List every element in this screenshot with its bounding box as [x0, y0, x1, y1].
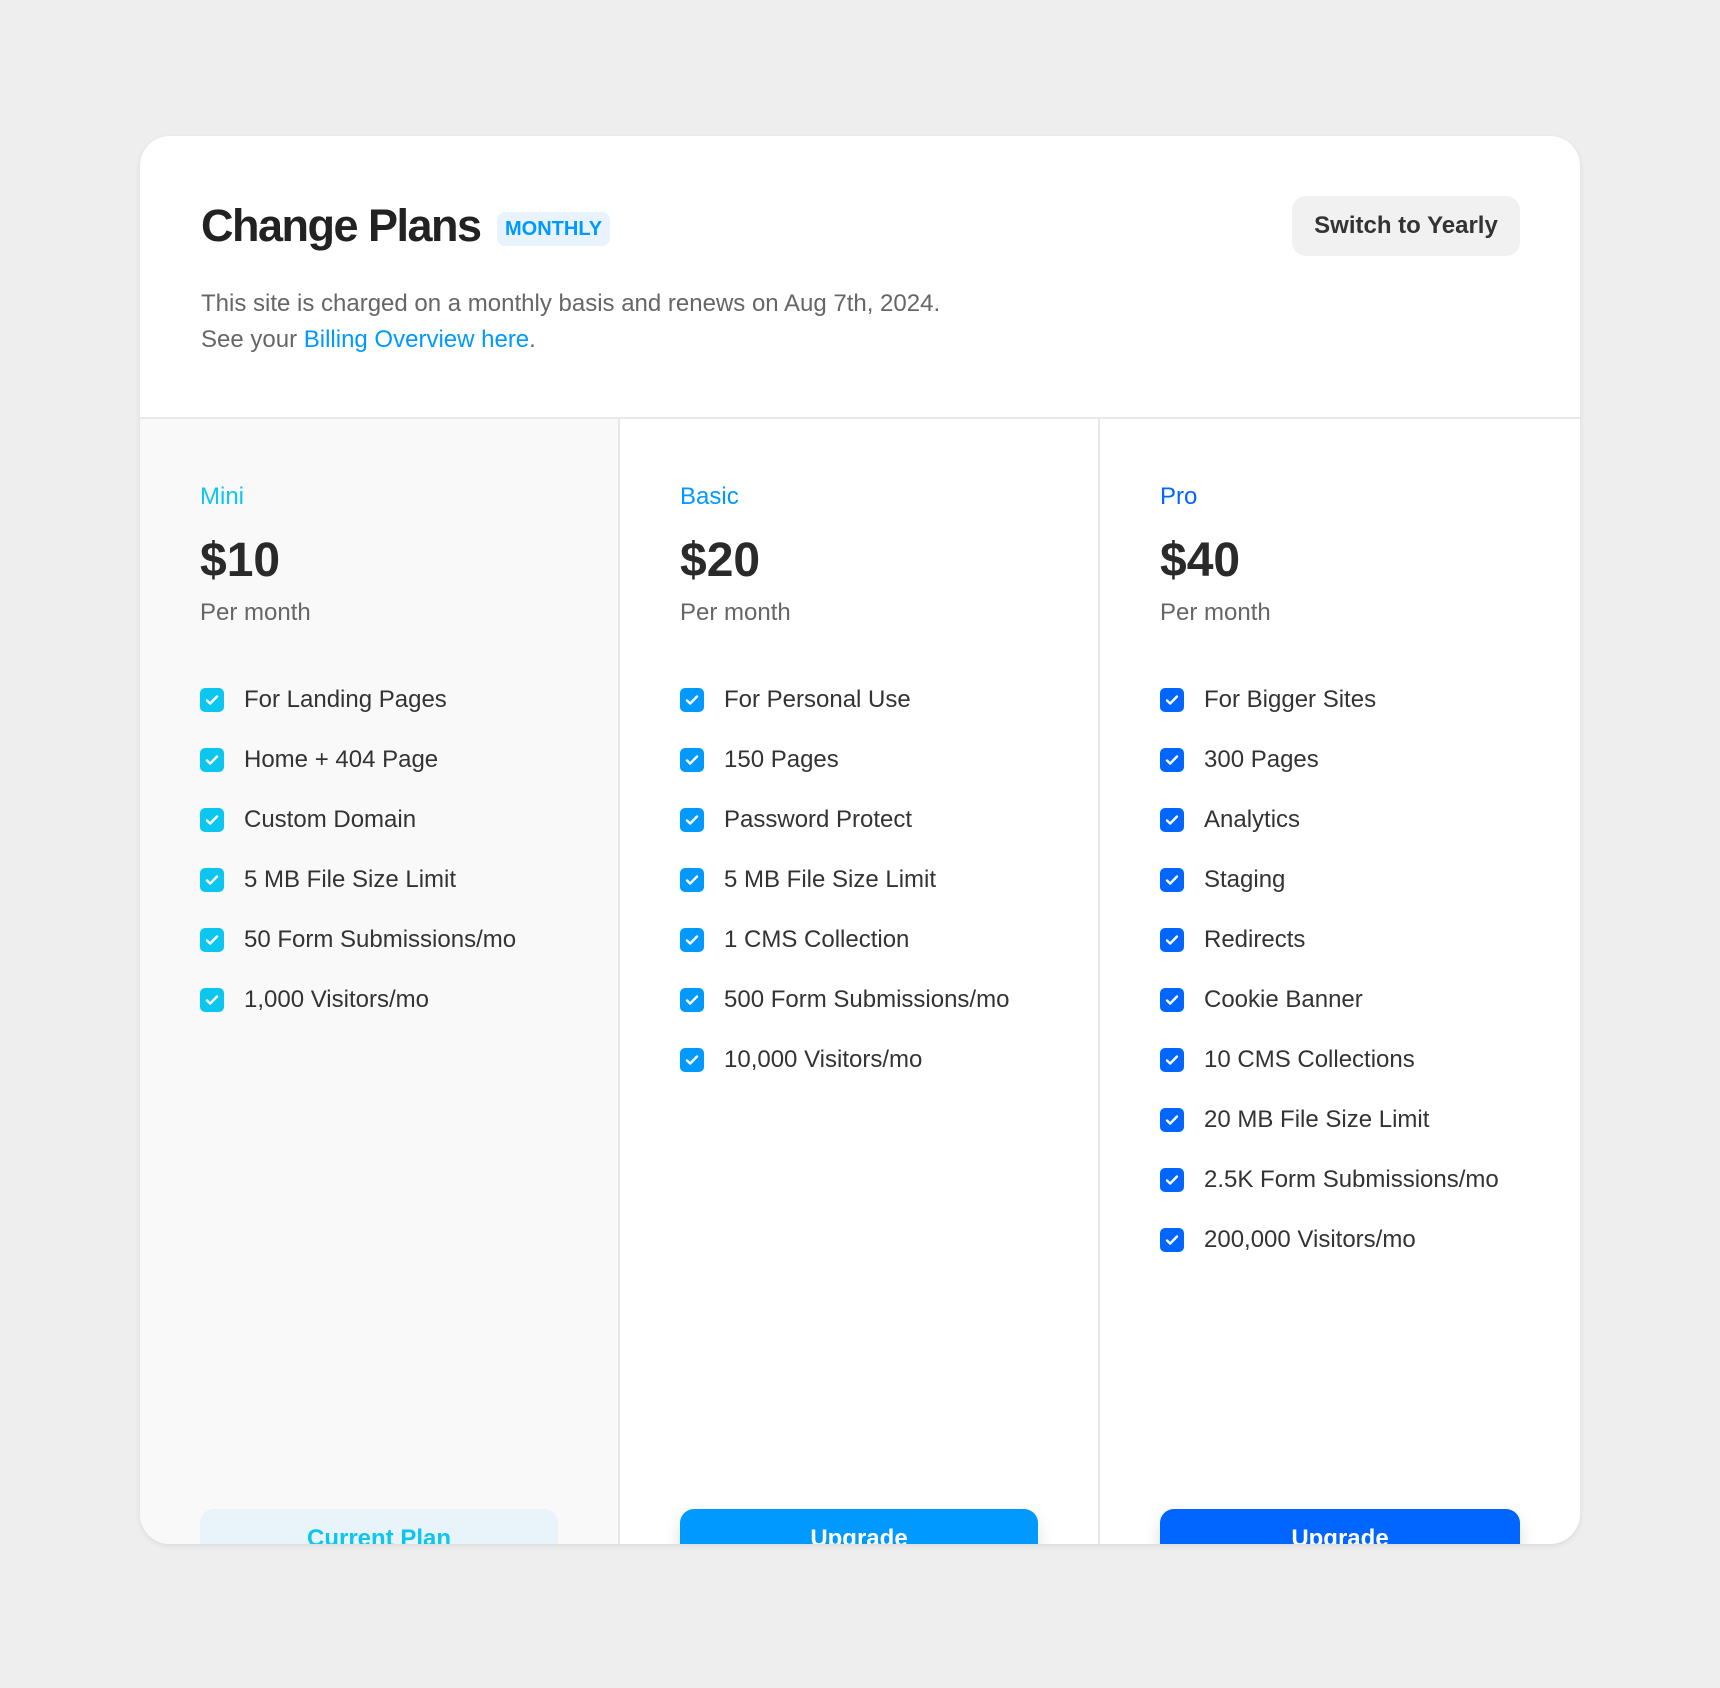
- feature-label: 1,000 Visitors/mo: [244, 986, 429, 1013]
- billing-period-badge: MONTHLY: [497, 212, 611, 246]
- feature-label: 150 Pages: [724, 746, 839, 773]
- page-title: Change Plans: [201, 200, 482, 251]
- feature-label: 50 Form Submissions/mo: [244, 926, 517, 953]
- feature-item: 10,000 Visitors/mo: [680, 1046, 1009, 1106]
- feature-label: 2.5K Form Submissions/mo: [1204, 1166, 1499, 1193]
- checkbox-checked-icon: [1160, 928, 1184, 952]
- feature-label: For Personal Use: [724, 686, 911, 713]
- feature-item: For Personal Use: [680, 686, 1009, 746]
- checkbox-checked-icon: [200, 928, 224, 952]
- plan-name: Basic: [680, 483, 739, 510]
- renewal-text: This site is charged on a monthly basis …: [201, 290, 941, 317]
- plan-column-mini: Mini $10 Per month For Landing Pages Home…: [140, 419, 620, 1544]
- checkbox-checked-icon: [200, 748, 224, 772]
- feature-label: For Bigger Sites: [1204, 686, 1377, 713]
- feature-label: Staging: [1204, 866, 1286, 893]
- checkbox-checked-icon: [1160, 1168, 1184, 1192]
- feature-label: 5 MB File Size Limit: [724, 866, 937, 893]
- checkbox-checked-icon: [680, 808, 704, 832]
- header: Change Plans MONTHLY Switch to Yearly Th…: [140, 136, 1580, 419]
- feature-item: Home + 404 Page: [200, 746, 516, 806]
- checkbox-checked-icon: [680, 988, 704, 1012]
- checkbox-checked-icon: [200, 868, 224, 892]
- plan-name: Pro: [1160, 483, 1198, 510]
- current-plan-button[interactable]: Current Plan: [200, 1509, 558, 1544]
- change-plans-card: Change Plans MONTHLY Switch to Yearly Th…: [140, 136, 1580, 1544]
- billing-overview-link[interactable]: Billing Overview here: [303, 326, 530, 353]
- checkbox-checked-icon: [1160, 748, 1184, 772]
- feature-item: Staging: [1160, 866, 1499, 926]
- checkbox-checked-icon: [200, 988, 224, 1012]
- feature-item: Custom Domain: [200, 806, 516, 866]
- feature-label: For Landing Pages: [244, 686, 447, 713]
- feature-label: 20 MB File Size Limit: [1204, 1106, 1430, 1133]
- feature-item: 20 MB File Size Limit: [1160, 1106, 1499, 1166]
- feature-label: 300 Pages: [1204, 746, 1319, 773]
- checkbox-checked-icon: [680, 748, 704, 772]
- feature-item: 200,000 Visitors/mo: [1160, 1226, 1499, 1286]
- plan-period: Per month: [680, 599, 791, 626]
- checkbox-checked-icon: [680, 928, 704, 952]
- feature-label: Home + 404 Page: [244, 746, 439, 773]
- plan-price: $40: [1160, 534, 1241, 587]
- feature-item: 10 CMS Collections: [1160, 1046, 1499, 1106]
- feature-item: For Bigger Sites: [1160, 686, 1499, 746]
- checkbox-checked-icon: [1160, 988, 1184, 1012]
- feature-item: 1 CMS Collection: [680, 926, 1009, 986]
- plan-price: $10: [200, 534, 281, 587]
- feature-label: 1 CMS Collection: [724, 926, 910, 953]
- checkbox-checked-icon: [200, 808, 224, 832]
- feature-item: 5 MB File Size Limit: [200, 866, 516, 926]
- feature-item: 5 MB File Size Limit: [680, 866, 1009, 926]
- checkbox-checked-icon: [680, 868, 704, 892]
- plan-name: Mini: [200, 483, 245, 510]
- feature-item: 300 Pages: [1160, 746, 1499, 806]
- plan-price: $20: [680, 534, 761, 587]
- feature-label: 200,000 Visitors/mo: [1204, 1226, 1416, 1253]
- feature-label: Analytics: [1204, 806, 1301, 833]
- feature-item: For Landing Pages: [200, 686, 516, 746]
- plan-column-pro: Pro $40 Per month For Bigger Sites 300 Pa…: [1100, 419, 1580, 1544]
- feature-label: 10,000 Visitors/mo: [724, 1046, 923, 1073]
- feature-label: Custom Domain: [244, 806, 417, 833]
- feature-list: For Landing Pages Home + 404 Page Custom D…: [200, 686, 516, 1046]
- plan-period: Per month: [200, 599, 311, 626]
- checkbox-checked-icon: [680, 1048, 704, 1072]
- billing-description: This site is charged on a monthly basis …: [201, 286, 940, 358]
- feature-label: 10 CMS Collections: [1204, 1046, 1415, 1073]
- feature-item: 500 Form Submissions/mo: [680, 986, 1009, 1046]
- upgrade-button[interactable]: Upgrade: [1160, 1509, 1520, 1544]
- feature-item: 1,000 Visitors/mo: [200, 986, 516, 1046]
- checkbox-checked-icon: [1160, 1108, 1184, 1132]
- checkbox-checked-icon: [1160, 1048, 1184, 1072]
- plan-period: Per month: [1160, 599, 1271, 626]
- checkbox-checked-icon: [1160, 868, 1184, 892]
- upgrade-button[interactable]: Upgrade: [680, 1509, 1038, 1544]
- feature-list: For Personal Use 150 Pages Password Protec…: [680, 686, 1009, 1106]
- checkbox-checked-icon: [1160, 808, 1184, 832]
- checkbox-checked-icon: [1160, 688, 1184, 712]
- feature-label: 5 MB File Size Limit: [244, 866, 457, 893]
- feature-label: Redirects: [1204, 926, 1306, 953]
- switch-to-yearly-button[interactable]: Switch to Yearly: [1292, 196, 1520, 256]
- checkbox-checked-icon: [1160, 1228, 1184, 1252]
- feature-item: Cookie Banner: [1160, 986, 1499, 1046]
- checkbox-checked-icon: [200, 688, 224, 712]
- period-text: .: [529, 326, 536, 353]
- feature-list: For Bigger Sites 300 Pages Analytics Stagin…: [1160, 686, 1499, 1286]
- feature-label: 500 Form Submissions/mo: [724, 986, 1010, 1013]
- plan-column-basic: Basic $20 Per month For Personal Use 150 …: [620, 419, 1100, 1544]
- feature-item: Redirects: [1160, 926, 1499, 986]
- feature-item: 50 Form Submissions/mo: [200, 926, 516, 986]
- feature-item: 2.5K Form Submissions/mo: [1160, 1166, 1499, 1226]
- feature-item: 150 Pages: [680, 746, 1009, 806]
- feature-item: Analytics: [1160, 806, 1499, 866]
- checkbox-checked-icon: [680, 688, 704, 712]
- see-your-text: See your: [201, 326, 304, 353]
- feature-label: Password Protect: [724, 806, 913, 833]
- feature-label: Cookie Banner: [1204, 986, 1363, 1013]
- feature-item: Password Protect: [680, 806, 1009, 866]
